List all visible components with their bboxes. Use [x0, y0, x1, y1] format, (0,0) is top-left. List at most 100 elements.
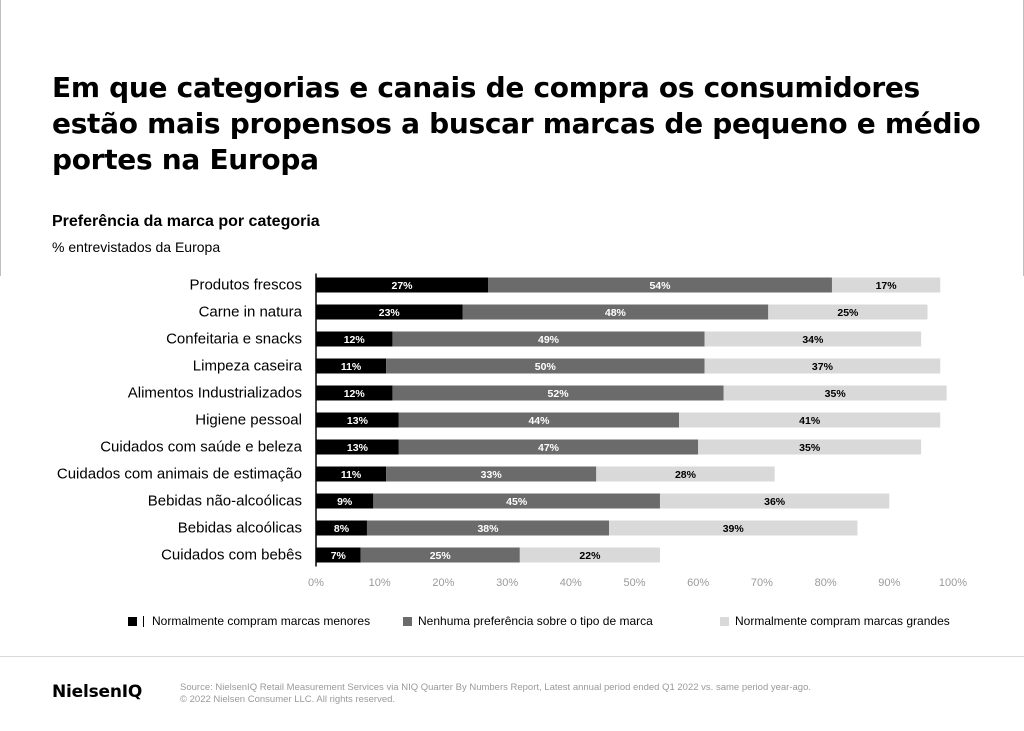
bar-segment-0-confeitaria-e-snacks [316, 331, 393, 347]
bar-segment-2-cuidados-com-bebes [519, 547, 660, 563]
x-tick-label-4: 40% [560, 577, 582, 589]
bar-segment-1-bebidas-alcoolicas [366, 520, 610, 536]
data-label-0-produtos-frescos: 27% [391, 280, 413, 292]
bar-segment-0-bebidas-alcoolicas [316, 520, 367, 536]
brand-logo: NielsenIQ [52, 682, 143, 702]
category-label-cuidados-com-animais-de-estimacao: Cuidados com animais de estimação [57, 466, 302, 483]
data-label-0-bebidas-nao-alcoolicas: 9% [337, 496, 353, 508]
data-label-0-bebidas-alcoolicas: 8% [334, 523, 350, 535]
data-label-1-higiene-pessoal: 44% [528, 415, 550, 427]
legend-swatch-smaller-brands [128, 616, 137, 626]
source-line: Source: NielsenIQ Retail Measurement Ser… [180, 682, 812, 693]
x-tick-label-7: 70% [751, 577, 773, 589]
bar-segment-0-carne-in-natura [316, 304, 463, 320]
bar-segment-2-carne-in-natura [768, 304, 928, 320]
x-tick-label-1: 10% [369, 577, 391, 589]
bar-segment-1-carne-in-natura [462, 304, 769, 320]
category-label-carne-in-natura: Carne in natura [199, 304, 303, 321]
bar-segment-0-limpeza-caseira [316, 358, 387, 374]
legend-divider [143, 615, 144, 627]
data-label-1-limpeza-caseira: 50% [535, 361, 557, 373]
data-label-2-cuidados-com-saude-e-beleza: 35% [799, 442, 821, 454]
data-label-2-produtos-frescos: 17% [876, 280, 898, 292]
data-label-2-alimentos-industrializados: 35% [825, 388, 847, 400]
data-label-1-alimentos-industrializados: 52% [548, 388, 570, 400]
legend-label-larger-brands: Normalmente compram marcas grandes [735, 614, 950, 628]
data-label-1-bebidas-alcoolicas: 38% [477, 523, 499, 535]
x-tick-label-3: 30% [496, 577, 518, 589]
bar-segment-0-produtos-frescos [316, 277, 488, 293]
bar-segment-2-cuidados-com-animais-de-estimacao [596, 466, 775, 482]
legend-item-smaller-brands: Normalmente compram marcas menores [128, 614, 370, 628]
data-label-2-cuidados-com-bebes: 22% [579, 550, 601, 562]
data-label-0-higiene-pessoal: 13% [347, 415, 369, 427]
data-label-0-cuidados-com-saude-e-beleza: 13% [347, 442, 369, 454]
data-label-0-cuidados-com-animais-de-estimacao: 11% [341, 469, 362, 481]
category-label-confeitaria-e-snacks: Confeitaria e snacks [166, 331, 302, 348]
chart-title: Em que categorias e canais de compra os … [52, 71, 981, 176]
x-tick-label-8: 80% [815, 577, 837, 589]
chart-unit-label: % entrevistados da Europa [52, 239, 221, 255]
bar-segment-2-confeitaria-e-snacks [704, 331, 922, 347]
category-label-limpeza-caseira: Limpeza caseira [193, 358, 303, 375]
copyright-line: © 2022 Nielsen Consumer LLC. All rights … [180, 694, 396, 705]
bar-segment-2-produtos-frescos [831, 277, 941, 293]
data-label-0-cuidados-com-bebes: 7% [331, 550, 347, 562]
chart-subtitle: Preferência da marca por categoria [52, 213, 320, 230]
source-note: Source: NielsenIQ Retail Measurement Ser… [180, 682, 980, 706]
data-label-1-cuidados-com-saude-e-beleza: 47% [538, 442, 560, 454]
category-label-alimentos-industrializados: Alimentos Industrializados [128, 385, 302, 402]
data-label-0-carne-in-natura: 23% [379, 307, 401, 319]
data-label-0-alimentos-industrializados: 12% [344, 388, 366, 400]
bar-segment-1-alimentos-industrializados [392, 385, 724, 401]
category-label-bebidas-nao-alcoolicas: Bebidas não-alcoólicas [148, 493, 302, 510]
data-label-2-limpeza-caseira: 37% [812, 361, 834, 373]
data-label-2-carne-in-natura: 25% [837, 307, 859, 319]
footer-divider [0, 656, 1024, 657]
frame-line-left [0, 0, 1, 276]
category-label-cuidados-com-bebes: Cuidados com bebês [161, 547, 302, 564]
data-label-1-cuidados-com-bebes: 25% [430, 550, 452, 562]
bar-segment-0-cuidados-com-saude-e-beleza [316, 439, 399, 455]
stacked-bar-chart: Produtos frescos 27% 54% 17% Carne in natura… [57, 273, 967, 589]
data-label-1-produtos-frescos: 54% [649, 280, 671, 292]
category-label-bebidas-alcoolicas: Bebidas alcoólicas [178, 520, 302, 537]
bar-segment-1-cuidados-com-saude-e-beleza [398, 439, 699, 455]
data-label-1-carne-in-natura: 48% [605, 307, 627, 319]
bar-segment-1-bebidas-nao-alcoolicas [373, 493, 660, 509]
bar-segment-0-higiene-pessoal [316, 412, 399, 428]
category-label-cuidados-com-saude-e-beleza: Cuidados com saúde e beleza [100, 439, 302, 456]
bar-segment-1-cuidados-com-animais-de-estimacao [386, 466, 597, 482]
bar-segment-0-cuidados-com-animais-de-estimacao [316, 466, 387, 482]
bar-segment-2-higiene-pessoal [679, 412, 941, 428]
legend-swatch-no-preference [403, 616, 412, 626]
legend-label-no-preference: Nenhuma preferência sobre o tipo de marc… [418, 614, 653, 628]
data-label-2-bebidas-alcoolicas: 39% [723, 523, 745, 535]
legend-swatch-larger-brands [720, 616, 729, 626]
bar-segment-1-confeitaria-e-snacks [392, 331, 705, 347]
bar-segment-2-bebidas-alcoolicas [609, 520, 858, 536]
x-tick-label-6: 60% [687, 577, 709, 589]
bar-segment-0-cuidados-com-bebes [316, 547, 361, 563]
bar-segment-0-bebidas-nao-alcoolicas [316, 493, 374, 509]
legend-item-larger-brands: Normalmente compram marcas grandes [720, 614, 950, 628]
x-tick-label-10: 100% [939, 577, 967, 589]
bar-segment-1-cuidados-com-bebes [360, 547, 520, 563]
x-tick-label-9: 90% [878, 577, 900, 589]
data-label-2-bebidas-nao-alcoolicas: 36% [764, 496, 786, 508]
data-label-2-higiene-pessoal: 41% [799, 415, 821, 427]
bar-segment-1-higiene-pessoal [398, 412, 680, 428]
x-tick-label-0: 0% [308, 577, 324, 589]
data-label-0-confeitaria-e-snacks: 12% [344, 334, 366, 346]
x-tick-label-5: 50% [623, 577, 645, 589]
bar-segment-2-bebidas-nao-alcoolicas [659, 493, 890, 509]
bar-segment-2-cuidados-com-saude-e-beleza [698, 439, 922, 455]
category-label-produtos-frescos: Produtos frescos [189, 277, 302, 294]
bar-segment-1-produtos-frescos [487, 277, 832, 293]
chart-legend: Normalmente compram marcas menores Nenhu… [0, 614, 1024, 632]
bar-segment-2-alimentos-industrializados [723, 385, 947, 401]
legend-item-no-preference: Nenhuma preferência sobre o tipo de marc… [403, 614, 653, 628]
data-label-1-bebidas-nao-alcoolicas: 45% [506, 496, 528, 508]
x-tick-label-2: 20% [432, 577, 454, 589]
data-label-2-confeitaria-e-snacks: 34% [802, 334, 824, 346]
